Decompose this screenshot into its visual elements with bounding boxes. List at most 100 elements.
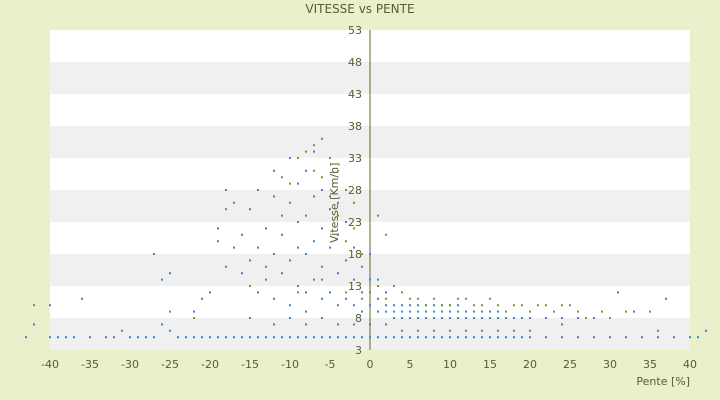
y-tick-label: 48 xyxy=(348,56,362,69)
data-point xyxy=(345,189,347,191)
data-point xyxy=(313,150,315,153)
data-point xyxy=(225,208,227,211)
y-tick-label: 13 xyxy=(348,280,362,293)
data-point xyxy=(273,336,275,339)
data-point xyxy=(297,336,299,339)
data-point xyxy=(337,336,339,339)
data-point xyxy=(377,285,379,287)
data-point xyxy=(305,310,307,313)
data-point xyxy=(489,336,491,339)
data-point xyxy=(289,201,291,204)
data-point xyxy=(385,304,387,307)
x-tick-label: 15 xyxy=(483,358,497,371)
data-point xyxy=(457,310,459,313)
x-tick-label: 25 xyxy=(563,358,577,371)
data-point xyxy=(281,176,283,179)
data-point xyxy=(513,317,515,319)
data-point xyxy=(457,304,459,307)
data-point xyxy=(249,317,251,319)
data-point xyxy=(457,317,459,319)
data-point xyxy=(353,323,355,326)
data-point xyxy=(497,317,499,319)
data-point xyxy=(609,336,611,339)
x-tick-label: -30 xyxy=(121,358,139,371)
data-point xyxy=(513,329,515,332)
data-point xyxy=(497,329,499,332)
data-point xyxy=(569,304,571,307)
data-point xyxy=(289,317,291,319)
data-point xyxy=(361,297,363,300)
data-point xyxy=(241,272,243,275)
data-point xyxy=(209,291,211,294)
data-point xyxy=(617,291,619,294)
data-point xyxy=(705,329,707,332)
data-point xyxy=(313,169,315,172)
data-point xyxy=(425,317,427,319)
x-axis-title: Pente [%] xyxy=(636,375,690,388)
data-point xyxy=(281,272,283,275)
y-tick-label: 3 xyxy=(355,344,362,357)
data-point xyxy=(233,336,235,339)
data-point xyxy=(473,336,475,339)
data-point xyxy=(265,265,267,268)
data-point xyxy=(377,310,379,313)
x-tick-label: 35 xyxy=(643,358,657,371)
x-tick-label: -25 xyxy=(161,358,179,371)
data-point xyxy=(65,336,67,339)
data-point xyxy=(209,336,211,339)
x-tick-label: 0 xyxy=(367,358,374,371)
data-point xyxy=(337,233,339,236)
data-point xyxy=(257,336,259,339)
data-point xyxy=(257,246,259,249)
data-point xyxy=(233,246,235,249)
data-point xyxy=(401,329,403,332)
data-point xyxy=(105,336,107,339)
data-point xyxy=(385,297,387,300)
data-point xyxy=(417,310,419,313)
data-point xyxy=(697,336,699,339)
data-point xyxy=(257,291,259,294)
data-point xyxy=(305,323,307,326)
data-point xyxy=(505,310,507,313)
data-point xyxy=(89,336,91,339)
data-point xyxy=(529,317,531,319)
data-point xyxy=(329,157,331,159)
y-tick-label: 38 xyxy=(348,120,362,133)
x-tick-label: -5 xyxy=(325,358,336,371)
data-point xyxy=(369,291,371,294)
data-point xyxy=(385,323,387,326)
data-point xyxy=(289,304,291,307)
data-point xyxy=(193,317,195,319)
data-point xyxy=(129,336,131,339)
data-point xyxy=(33,304,35,307)
data-point xyxy=(625,336,627,339)
data-point xyxy=(153,336,155,339)
y-axis-title: Vitesse [Km/h] xyxy=(328,163,341,243)
data-point xyxy=(377,297,379,300)
data-point xyxy=(401,336,403,339)
data-point xyxy=(345,291,347,294)
data-point xyxy=(353,201,355,204)
data-point xyxy=(433,329,435,332)
data-point xyxy=(577,317,579,319)
data-point xyxy=(345,336,347,339)
data-point xyxy=(249,259,251,262)
x-tick-label: -40 xyxy=(41,358,59,371)
data-point xyxy=(297,291,299,294)
data-point xyxy=(433,317,435,319)
data-point xyxy=(433,304,435,307)
y-tick-label: 8 xyxy=(355,312,362,325)
data-point xyxy=(361,336,363,339)
data-point xyxy=(353,246,355,249)
data-point xyxy=(641,336,643,339)
data-point xyxy=(73,336,75,339)
data-point xyxy=(353,278,355,281)
data-point xyxy=(241,233,243,236)
data-point xyxy=(177,336,179,339)
data-point xyxy=(313,195,315,198)
data-point xyxy=(49,304,51,307)
data-point xyxy=(273,195,275,198)
x-tick-label: 20 xyxy=(523,358,537,371)
x-tick-label: -10 xyxy=(281,358,299,371)
